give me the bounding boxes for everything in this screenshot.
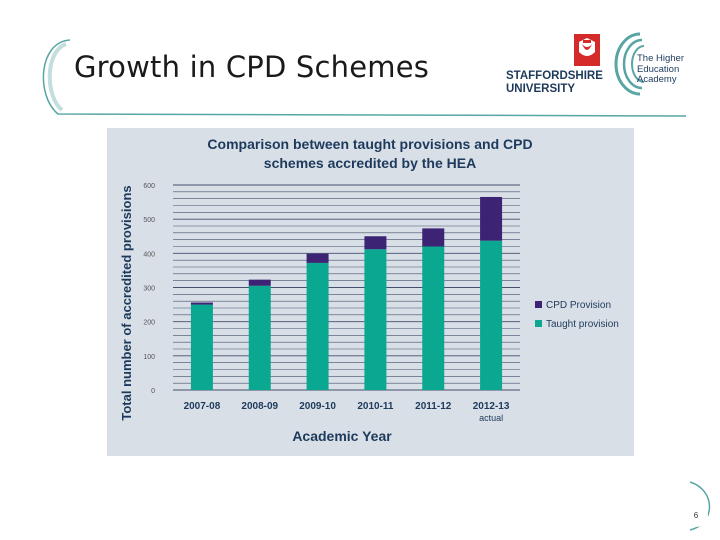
higher-education-academy-logo: The Higher Education Academy bbox=[612, 24, 692, 100]
staffordshire-line2: UNIVERSITY bbox=[506, 83, 576, 95]
hea-line1: The Higher bbox=[637, 53, 684, 64]
hea-line3: Academy bbox=[637, 74, 677, 85]
legend-swatch bbox=[535, 301, 542, 308]
x-tick-label: 2008-09 bbox=[241, 401, 278, 412]
chart-title-line1: Comparison between taught provisions and… bbox=[207, 136, 532, 152]
legend-swatch bbox=[535, 320, 542, 327]
staffordshire-line1: STAFFORDSHIRE bbox=[506, 70, 603, 82]
bar-taught-provision bbox=[480, 240, 503, 390]
hea-arcs-icon bbox=[614, 32, 645, 96]
x-tick-label: 2010-11 bbox=[357, 401, 394, 412]
x-tick-label: 2009-10 bbox=[299, 401, 336, 412]
staffordshire-crest-icon bbox=[574, 34, 600, 66]
x-axis-label: Academic Year bbox=[292, 428, 392, 444]
y-axis-label: Total number of accredited provisions bbox=[119, 185, 134, 420]
bar-taught-provision bbox=[248, 285, 271, 390]
x-tick-label: 2007-08 bbox=[184, 401, 221, 412]
x-tick-label: 2012-13 bbox=[473, 401, 510, 412]
y-tick-label: 200 bbox=[143, 320, 155, 327]
staffordshire-wordmark: STAFFORDSHIRE UNIVERSITY bbox=[506, 70, 606, 96]
y-tick-label: 300 bbox=[143, 286, 155, 293]
bar-cpd-provision bbox=[306, 253, 329, 263]
legend-label: Taught provision bbox=[546, 319, 619, 330]
slide-title: Growth in CPD Schemes bbox=[74, 50, 430, 84]
stacked-bar-chart: 0 100 200 300 400 500 600 2007-08 2008-09 2009-1… bbox=[119, 136, 619, 444]
y-tick-label: 600 bbox=[143, 183, 155, 190]
x-tick-sublabel: actual bbox=[479, 413, 503, 423]
staffordshire-university-logo: STAFFORDSHIRE UNIVERSITY bbox=[506, 32, 606, 102]
bar-cpd-provision bbox=[422, 228, 445, 247]
bar-cpd-provision bbox=[364, 236, 387, 250]
bar-cpd-provision bbox=[248, 279, 271, 286]
y-tick-label: 500 bbox=[143, 217, 155, 224]
hea-line2: Education bbox=[637, 63, 680, 75]
bar-taught-provision bbox=[306, 262, 329, 390]
bar-taught-provision bbox=[190, 304, 213, 390]
bar-taught-provision bbox=[364, 249, 387, 390]
x-tick-label: 2011-12 bbox=[415, 401, 452, 412]
legend-label: CPD Provision bbox=[546, 300, 611, 311]
y-tick-label: 400 bbox=[143, 251, 155, 258]
chart-title-line2: schemes accredited by the HEA bbox=[264, 155, 476, 171]
bar-cpd-provision bbox=[190, 302, 213, 305]
bar-taught-provision bbox=[422, 246, 445, 390]
y-tick-label: 0 bbox=[151, 388, 155, 395]
y-tick-label: 100 bbox=[143, 354, 155, 361]
hea-wordmark: The Higher Education Academy bbox=[637, 53, 697, 86]
page-number: 6 bbox=[684, 505, 708, 527]
bar-cpd-provision bbox=[480, 196, 503, 241]
chart-panel: 0 100 200 300 400 500 600 2007-08 2008-09 2009-1… bbox=[107, 128, 634, 456]
